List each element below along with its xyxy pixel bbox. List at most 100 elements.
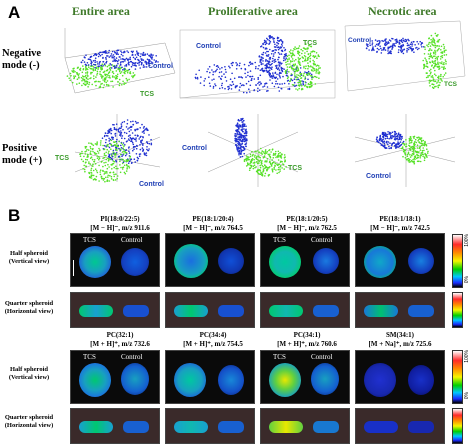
scatter-point [93, 151, 96, 154]
scatter-point [388, 137, 390, 140]
scatter-point [431, 61, 434, 63]
scatter-point [429, 53, 432, 56]
scatter-point [410, 154, 413, 156]
quarter-image-3 [260, 292, 350, 328]
scatter-point [261, 160, 263, 162]
scatter-point [114, 141, 117, 143]
scatter-point [375, 138, 378, 141]
scatter-point [441, 56, 444, 59]
scatter-point [286, 60, 289, 63]
scatter-point [384, 145, 386, 147]
scatter-point [105, 161, 107, 164]
scatter-point [247, 71, 249, 74]
scatter-point [249, 162, 251, 165]
scatter-point [260, 171, 262, 174]
scatter-point [142, 59, 145, 61]
scatter-point [376, 40, 379, 42]
scatter-point [382, 138, 384, 141]
scatter-point [409, 156, 412, 158]
scatter-point [234, 86, 237, 89]
scatter-point [290, 65, 292, 67]
scatter-point [304, 52, 306, 54]
scatter-point [119, 158, 121, 161]
scatter-point [126, 119, 129, 121]
scatter-point [82, 168, 84, 170]
scatter-point [253, 89, 255, 92]
ms-title-6: PC(34:4) [M + H]⁺, m/z 754.5 [173, 331, 253, 348]
scatter-point [124, 58, 126, 61]
scatter-point [83, 79, 85, 82]
scatter-point [396, 134, 399, 137]
scatter-point [245, 125, 247, 127]
scatter-point [271, 66, 273, 68]
scatter-point [398, 145, 401, 147]
scatter-point [238, 133, 241, 136]
scatter-point [380, 47, 382, 50]
scatter-point [298, 79, 301, 82]
scatter-point [311, 78, 313, 80]
scatter-point [262, 63, 264, 65]
scatter-point [232, 83, 235, 86]
scatter-point [123, 131, 126, 134]
scatter-point [108, 153, 110, 156]
scatter-point [99, 142, 102, 144]
scatter-point [271, 62, 273, 65]
scatter-point [243, 128, 245, 130]
scatter-point [113, 175, 115, 178]
scatter-point [121, 162, 124, 165]
scatter-point [129, 159, 132, 161]
scatter-point [412, 41, 415, 43]
scatter-point [418, 151, 420, 153]
scatter-point [109, 63, 111, 65]
scatter-point [394, 138, 397, 141]
scatter-point [78, 76, 80, 78]
scatter-point [115, 70, 118, 72]
scatter-point [94, 64, 97, 66]
scatter-point [434, 43, 436, 45]
scatter-point [315, 52, 318, 54]
scatter-point [437, 81, 439, 83]
scatter-point [259, 58, 262, 61]
scatter-point [437, 79, 440, 82]
scatter-point [105, 81, 107, 84]
scatter-point [384, 38, 386, 41]
scatter-point [116, 73, 119, 76]
scatter-point [281, 167, 283, 169]
scatter-point [411, 145, 413, 148]
scatter-point [382, 47, 385, 49]
scatter-point [379, 138, 382, 140]
scatter-point [254, 67, 257, 70]
scatter-point [228, 65, 230, 68]
lipid-name: PE(18:1/20:4) [192, 215, 234, 223]
scatter-point [116, 60, 119, 63]
scatter-point [247, 74, 249, 77]
scatter-point [293, 60, 295, 62]
scatter-point [113, 58, 115, 60]
scatter-point [273, 168, 275, 170]
scatter-point [407, 151, 410, 154]
scatter-point [272, 75, 275, 77]
scatter-point [434, 60, 436, 63]
control-spot [311, 363, 339, 395]
scatter-point [293, 84, 295, 86]
scatter-point [261, 69, 263, 71]
scatter-point [273, 41, 275, 44]
scatter-point [443, 51, 446, 53]
scatter-point [225, 80, 228, 82]
scatter-point [237, 149, 239, 151]
scatter-point [438, 77, 440, 80]
scatter-point [294, 73, 296, 75]
scatter-point [130, 162, 133, 164]
scatter-point [93, 54, 95, 57]
scatter-point [245, 139, 247, 141]
scatter-point [94, 59, 96, 62]
scatter-point [83, 164, 85, 167]
scatter-point [406, 47, 408, 50]
scatter-point [296, 69, 298, 71]
scatter-point [388, 145, 390, 148]
scatter-point [267, 55, 269, 57]
scatter-point [283, 47, 285, 49]
scatter-point [92, 69, 95, 71]
scatter-point [108, 76, 110, 79]
scatter-point [251, 62, 253, 65]
